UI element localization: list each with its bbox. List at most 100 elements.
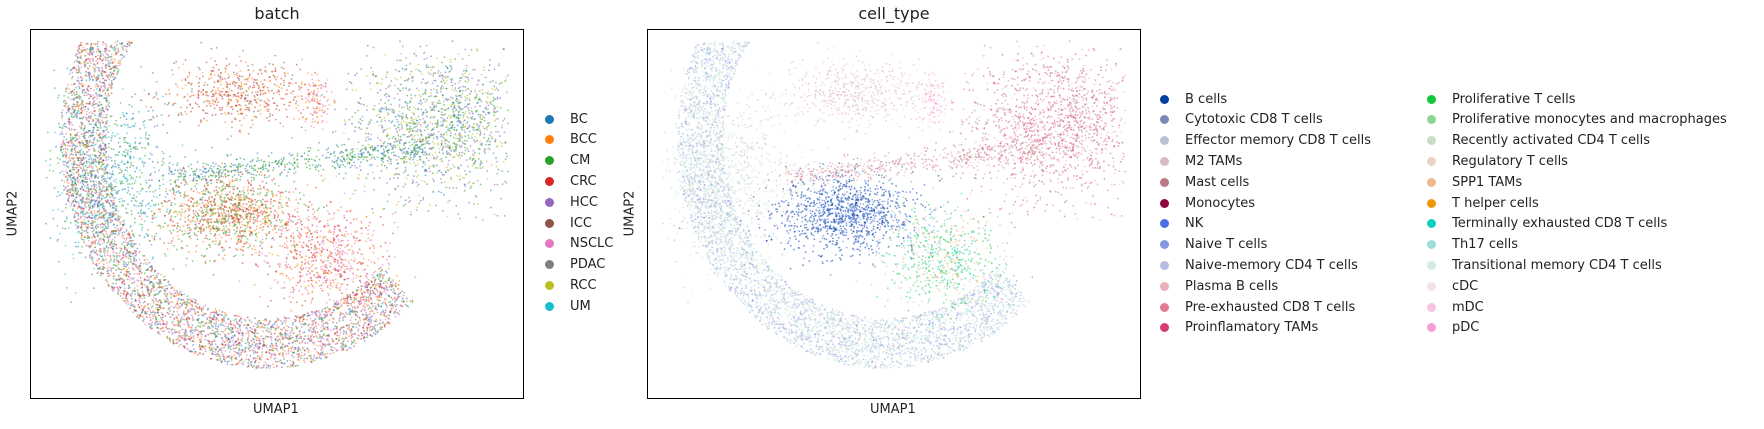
legend-marker [545, 260, 554, 270]
legend-item-proliferative-t-cells: Proliferative T cells [1427, 89, 1575, 109]
legend-marker [545, 239, 554, 249]
legend-item-proliferative-monocytes-and-macrophages: Proliferative monocytes and macrophages [1427, 110, 1727, 130]
legend-marker [1427, 219, 1436, 229]
legend-marker [1427, 323, 1436, 333]
legend-marker [545, 156, 554, 166]
legend-marker [545, 301, 554, 311]
legend-item-b-cells: B cells [1160, 89, 1227, 109]
legend-marker [1427, 115, 1436, 125]
batch-umap-plot [30, 29, 524, 399]
legend-item-pdc: pDC [1427, 318, 1479, 338]
legend-label: Naive-memory CD4 T cells [1185, 257, 1358, 273]
legend-item-transitional-memory-cd4-t-cells: Transitional memory CD4 T cells [1427, 255, 1662, 275]
legend-item-naive-t-cells: Naive T cells [1160, 235, 1267, 255]
legend-item-terminally-exhausted-cd8-t-cells: Terminally exhausted CD8 T cells [1427, 214, 1667, 234]
legend-item-naive-memory-cd4-t-cells: Naive-memory CD4 T cells [1160, 255, 1358, 275]
legend-label: CM [570, 153, 591, 169]
legend-marker [545, 114, 554, 124]
legend-item-cdc: cDC [1427, 276, 1478, 296]
cell-type-scatter-points [661, 40, 1127, 370]
legend-label: HCC [570, 194, 598, 210]
legend-label: Regulatory T cells [1452, 153, 1568, 169]
legend-item-nk: NK [1160, 214, 1203, 234]
legend-label: Proinflamatory TAMs [1185, 320, 1319, 336]
legend-marker [1160, 136, 1169, 146]
legend-label: SPP1 TAMs [1452, 174, 1523, 190]
legend-item-bc: BC [545, 109, 588, 129]
legend-marker [1160, 156, 1169, 166]
legend-label: pDC [1452, 320, 1480, 336]
legend-item-cytotoxic-cd8-t-cells: Cytotoxic CD8 T cells [1160, 110, 1323, 130]
legend-label: Naive T cells [1185, 237, 1268, 253]
legend-item-proinflamatory-tams: Proinflamatory TAMs [1160, 318, 1318, 338]
cell-type-umap-plot [647, 29, 1141, 399]
legend-marker [1427, 156, 1436, 166]
legend-marker [1160, 177, 1169, 187]
legend-item-th17-cells: Th17 cells [1427, 235, 1518, 255]
legend-label: NK [1185, 216, 1204, 232]
legend-label: Terminally exhausted CD8 T cells [1452, 216, 1668, 232]
legend-label: ICC [570, 215, 592, 231]
legend-item-mast-cells: Mast cells [1160, 172, 1249, 192]
legend-item-nsclc: NSCLC [545, 234, 613, 254]
legend-item-regulatory-t-cells: Regulatory T cells [1427, 151, 1568, 171]
legend-item-pre-exhausted-cd8-t-cells: Pre-exhausted CD8 T cells [1160, 297, 1355, 317]
legend-label: CRC [570, 173, 597, 189]
batch-x-axis-label: UMAP1 [253, 402, 299, 417]
legend-item-mdc: mDC [1427, 297, 1484, 317]
legend-item-cm: CM [545, 151, 590, 171]
legend-item-rcc: RCC [545, 275, 597, 295]
legend-item-m2-tams: M2 TAMs [1160, 151, 1242, 171]
legend-label: T helper cells [1452, 195, 1539, 211]
legend-marker [1160, 281, 1169, 291]
legend-marker [1160, 94, 1169, 104]
legend-marker [1160, 219, 1169, 229]
legend-label: Mast cells [1185, 174, 1250, 190]
batch-y-axis-label: UMAP2 [5, 190, 21, 237]
legend-label: RCC [570, 277, 597, 293]
legend-marker [545, 176, 554, 186]
legend-item-um: UM [545, 296, 591, 316]
legend-item-t-helper-cells: T helper cells [1427, 193, 1539, 213]
legend-label: Proliferative T cells [1452, 91, 1576, 107]
legend-label: Proliferative monocytes and macrophages [1452, 112, 1727, 128]
legend-marker [1160, 323, 1169, 333]
legend-item-icc: ICC [545, 213, 592, 233]
legend-label: cDC [1452, 278, 1479, 294]
legend-marker [1160, 198, 1169, 208]
legend-label: BC [570, 111, 588, 127]
legend-marker [545, 197, 554, 207]
legend-label: Monocytes [1185, 195, 1256, 211]
batch-scatter-points [44, 40, 510, 370]
cell-type-y-axis-label: UMAP2 [622, 190, 638, 237]
legend-marker [1427, 136, 1436, 146]
legend-label: Th17 cells [1452, 237, 1518, 253]
legend-item-monocytes: Monocytes [1160, 193, 1255, 213]
legend-marker [1427, 240, 1436, 250]
legend-label: Effector memory CD8 T cells [1185, 133, 1371, 149]
legend-item-spp1-tams: SPP1 TAMs [1427, 172, 1522, 192]
legend-item-recently-activated-cd4-t-cells: Recently activated CD4 T cells [1427, 131, 1650, 151]
legend-marker [1160, 260, 1169, 270]
legend-label: UM [570, 298, 591, 314]
legend-label: Pre-exhausted CD8 T cells [1185, 299, 1356, 315]
legend-label: M2 TAMs [1185, 153, 1243, 169]
legend-item-effector-memory-cd8-t-cells: Effector memory CD8 T cells [1160, 131, 1371, 151]
batch-panel-title: batch [254, 4, 300, 23]
legend-marker [1427, 177, 1436, 187]
legend-marker [1427, 198, 1436, 208]
legend-marker [545, 218, 554, 228]
legend-label: Cytotoxic CD8 T cells [1185, 112, 1323, 128]
legend-item-crc: CRC [545, 171, 597, 191]
legend-label: B cells [1185, 91, 1228, 107]
legend-marker [1427, 260, 1436, 270]
legend-marker [545, 280, 554, 290]
legend-label: Transitional memory CD4 T cells [1452, 257, 1662, 273]
cell-type-x-axis-label: UMAP1 [870, 402, 916, 417]
legend-label: mDC [1452, 299, 1484, 315]
legend-marker [1427, 302, 1436, 312]
legend-item-pdac: PDAC [545, 255, 605, 275]
legend-label: Recently activated CD4 T cells [1452, 133, 1651, 149]
legend-marker [1160, 302, 1169, 312]
legend-label: PDAC [570, 257, 606, 273]
